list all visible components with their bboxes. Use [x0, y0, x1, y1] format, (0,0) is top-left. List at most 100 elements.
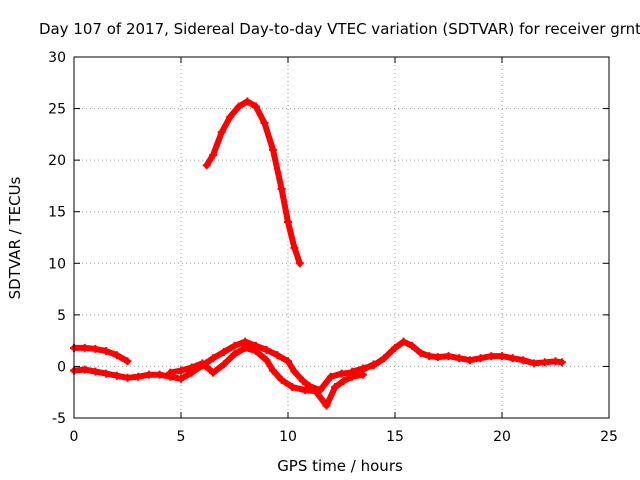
data-point [91, 367, 100, 376]
data-point [209, 354, 218, 363]
data-point [269, 366, 278, 375]
x-tick-label: 0 [70, 429, 79, 445]
data-point [455, 354, 464, 363]
data-point [166, 368, 175, 377]
data-point [433, 353, 442, 362]
chart-title: Day 107 of 2017, Sidereal Day-to-day VTE… [39, 20, 640, 38]
y-tick-label: 5 [57, 308, 66, 324]
data-point [487, 352, 496, 361]
data-point [288, 383, 297, 392]
data-point [177, 366, 185, 375]
data-point [557, 358, 566, 367]
data-point [269, 145, 278, 154]
data-point [326, 372, 335, 381]
series-baseline-b [166, 343, 367, 410]
y-tick-label: 20 [48, 153, 66, 169]
data-point [102, 346, 111, 355]
data-point [508, 354, 517, 363]
data-point [102, 369, 111, 378]
x-tick-label: 10 [279, 429, 297, 445]
data-point [155, 370, 164, 379]
data-point [251, 346, 260, 355]
data-point [273, 351, 282, 360]
data-point [444, 352, 453, 361]
series-line [167, 344, 366, 409]
data-point [112, 371, 121, 380]
data-point [230, 341, 239, 350]
y-tick-label: 25 [48, 102, 66, 118]
data-point [202, 161, 211, 170]
data-point [358, 364, 367, 373]
data-point [91, 344, 100, 353]
data-point [339, 376, 348, 385]
data-point [337, 369, 346, 378]
data-point [298, 376, 307, 385]
data-point [331, 383, 340, 392]
data-point [519, 356, 528, 365]
data-point [380, 354, 389, 363]
data-point [551, 357, 560, 366]
x-tick-label: 25 [600, 429, 618, 445]
data-point [465, 356, 474, 365]
data-point [243, 97, 252, 106]
data-point [530, 359, 539, 368]
x-tick-label: 15 [386, 429, 404, 445]
y-tick-label: 15 [48, 205, 66, 221]
data-point [219, 360, 228, 369]
x-tick-label: 5 [177, 429, 186, 445]
data-point [498, 352, 506, 361]
data-point [144, 370, 153, 379]
data-point [301, 386, 310, 395]
data-point [322, 401, 331, 410]
plot-frame [73, 56, 610, 419]
data-point [209, 368, 218, 377]
y-tick-label: -5 [52, 411, 66, 427]
data-point [399, 337, 408, 346]
data-point [290, 243, 299, 252]
data-point [476, 354, 485, 363]
series-line [349, 338, 565, 375]
data-point [369, 361, 378, 370]
data-point [187, 363, 196, 372]
data-point [284, 218, 292, 227]
data-point [284, 357, 292, 366]
data-point [290, 367, 299, 376]
data-point [408, 341, 417, 350]
data-point [112, 351, 121, 360]
data-point [251, 102, 260, 111]
data-point [540, 358, 549, 367]
data-point [295, 259, 304, 268]
data-point [209, 150, 218, 159]
data-point [80, 343, 89, 352]
data-point [425, 352, 434, 361]
data-point [311, 387, 320, 396]
data-point [198, 359, 207, 368]
data-point [277, 185, 286, 194]
x-tick-label: 20 [493, 429, 511, 445]
y-tick-label: 10 [48, 256, 66, 272]
data-point [226, 112, 235, 121]
y-tick-label: 0 [57, 359, 66, 375]
data-point [217, 128, 226, 137]
data-point [348, 367, 357, 376]
data-point [241, 343, 250, 352]
data-point [391, 343, 399, 352]
data-point [134, 372, 143, 381]
data-point [262, 356, 271, 365]
y-tick-label: 30 [48, 50, 66, 66]
data-point [219, 347, 228, 356]
data-point [277, 375, 286, 384]
y-axis-title: SDTVAR / TECUs [6, 176, 24, 299]
data-point [262, 345, 271, 354]
data-point [234, 102, 243, 111]
data-point [230, 350, 239, 359]
data-point [123, 357, 132, 366]
data-point [416, 349, 425, 358]
data-point [80, 365, 89, 374]
data-series [70, 97, 566, 410]
data-point [177, 374, 185, 383]
data-point [260, 119, 269, 128]
series-post-arc [348, 337, 566, 376]
